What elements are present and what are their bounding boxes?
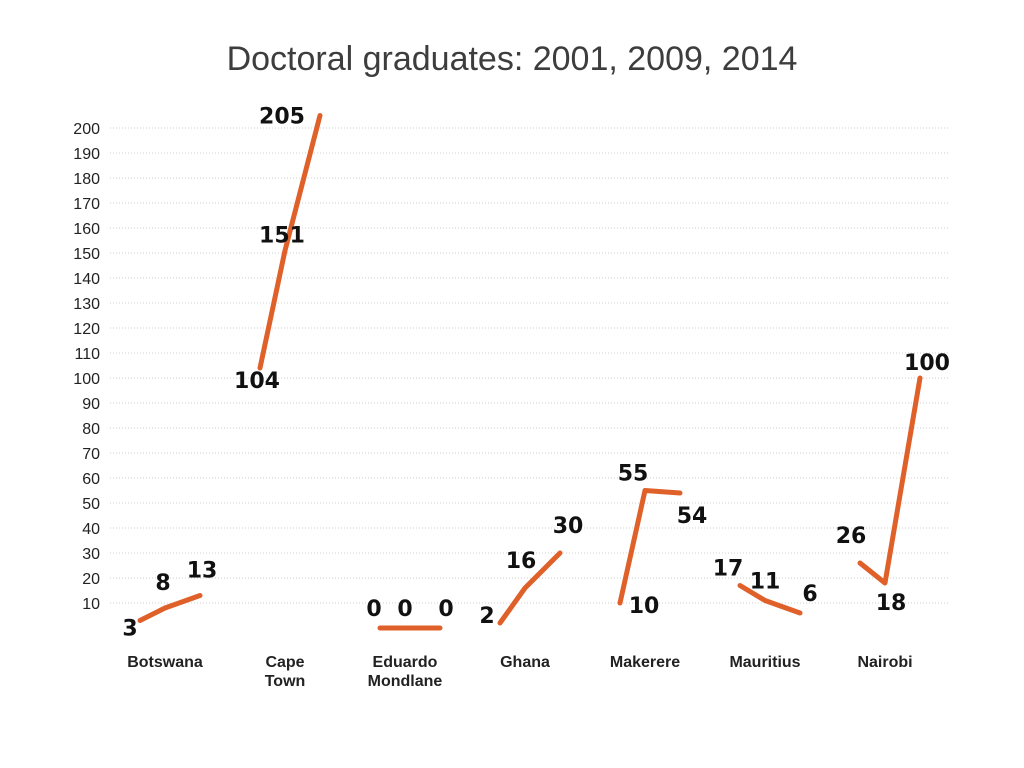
category-label-ghana: Ghana <box>500 654 550 671</box>
value-label-ghana-2001: 2 <box>479 604 494 629</box>
value-label-ghana-2009: 16 <box>506 549 537 574</box>
y-tick-label-100: 100 <box>73 371 100 388</box>
value-label-mauritius-2014: 6 <box>802 582 817 607</box>
y-tick-label-80: 80 <box>82 421 100 438</box>
series-line-nairobi <box>857 375 923 586</box>
series-line-cape-town <box>257 113 323 371</box>
value-label-nairobi-2009: 18 <box>876 591 907 616</box>
value-label-eduardo-mondlane-2009: 0 <box>397 597 412 622</box>
value-label-mauritius-2001: 17 <box>713 557 744 582</box>
chart-title: Doctoral graduates: 2001, 2009, 2014 <box>227 40 798 78</box>
category-labels: Botswana Cape Town Eduardo Mondlane Ghana Make… <box>127 654 912 690</box>
y-tick-label-140: 140 <box>73 271 100 288</box>
y-tick-label-110: 110 <box>74 346 100 363</box>
category-label-nairobi: Nairobi <box>857 654 912 671</box>
y-axis-ticks: 10 20 30 40 50 60 70 80 90 100 110 120 130 140 150 160 1… <box>73 121 100 613</box>
value-label-botswana-2014: 13 <box>187 559 218 584</box>
y-tick-label-10: 10 <box>82 596 100 613</box>
value-label-makerere-2001: 10 <box>629 594 660 619</box>
series-line-ghana <box>497 550 563 626</box>
series-layer <box>137 113 923 631</box>
y-tick-label-60: 60 <box>82 471 100 488</box>
value-label-nairobi-2001: 26 <box>836 524 867 549</box>
grid-layer <box>110 127 948 604</box>
category-label-mauritius: Mauritius <box>729 654 800 671</box>
y-tick-label-190: 190 <box>73 146 100 163</box>
value-label-ghana-2014: 30 <box>553 514 584 539</box>
category-label-cape-town: Cape Town <box>265 654 306 690</box>
y-tick-label-40: 40 <box>82 521 100 538</box>
value-label-cape-town-2001: 104 <box>234 369 280 394</box>
value-label-eduardo-mondlane-2014: 0 <box>438 597 453 622</box>
y-tick-label-180: 180 <box>73 171 100 188</box>
series-line-botswana <box>137 593 203 623</box>
y-tick-label-150: 150 <box>73 246 100 263</box>
category-label-eduardo-mondlane: Eduardo Mondlane <box>368 654 443 690</box>
y-tick-label-170: 170 <box>73 196 100 213</box>
series-line-mauritius <box>737 583 803 616</box>
y-tick-label-130: 130 <box>73 296 100 313</box>
y-tick-label-70: 70 <box>82 446 100 463</box>
y-tick-label-20: 20 <box>82 571 100 588</box>
series-line-makerere <box>617 488 683 606</box>
value-label-cape-town-2009: 151 <box>259 224 305 249</box>
value-label-makerere-2009: 55 <box>618 462 649 487</box>
value-label-botswana-2009: 8 <box>155 571 170 596</box>
y-tick-label-30: 30 <box>82 546 100 563</box>
value-label-cape-town-2014: 205 <box>259 105 305 130</box>
value-label-mauritius-2009: 11 <box>750 570 781 595</box>
y-tick-label-50: 50 <box>82 496 100 513</box>
value-label-makerere-2014: 54 <box>677 504 708 529</box>
y-tick-label-200: 200 <box>73 121 100 138</box>
y-tick-label-120: 120 <box>73 321 100 338</box>
value-label-botswana-2001: 3 <box>122 617 137 642</box>
value-label-eduardo-mondlane-2001: 0 <box>366 597 381 622</box>
value-label-nairobi-2014: 100 <box>904 351 950 376</box>
category-label-botswana: Botswana <box>127 654 203 671</box>
y-tick-label-160: 160 <box>73 221 100 238</box>
y-tick-label-90: 90 <box>82 396 100 413</box>
category-label-makerere: Makerere <box>610 654 680 671</box>
